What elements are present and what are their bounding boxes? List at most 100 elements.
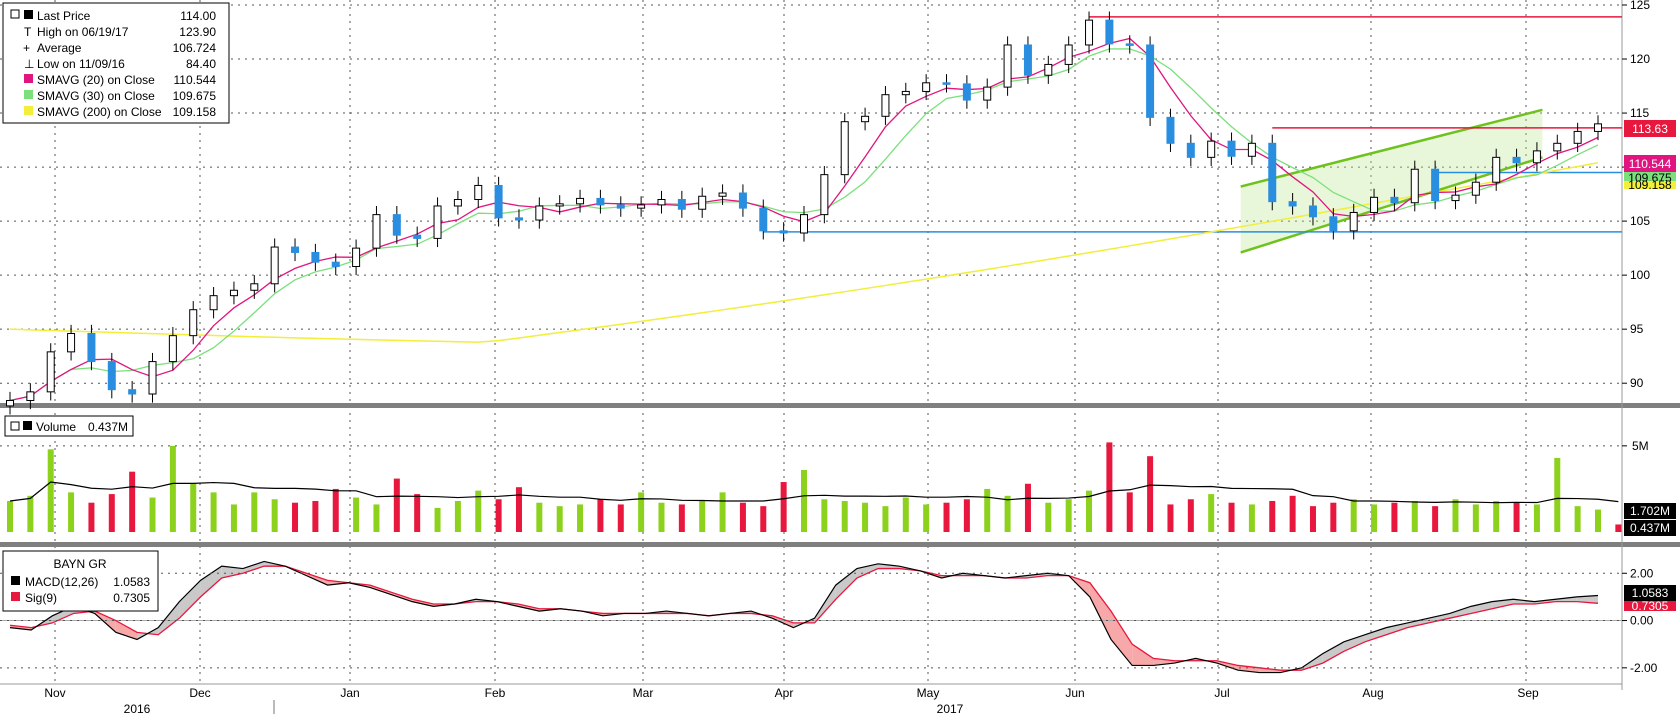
candle-body-10 xyxy=(209,295,218,311)
volume-bar-20 xyxy=(414,494,421,532)
candle-body-75 xyxy=(1532,150,1541,164)
macd-hist-fill-51 xyxy=(1089,582,1112,640)
candle-body-2 xyxy=(46,351,55,393)
volume-bar-35 xyxy=(719,492,726,532)
macd-hist-fill-10 xyxy=(221,566,243,578)
volume-y-axis: 5M xyxy=(0,439,1649,453)
volume-bar-76 xyxy=(1554,457,1561,532)
candle-body-69 xyxy=(1410,168,1419,204)
price-tick-label-5: 115 xyxy=(1630,106,1649,120)
volume-bar-9 xyxy=(190,483,197,532)
candle-body-66 xyxy=(1349,211,1358,232)
candle-body-50 xyxy=(1023,44,1032,76)
volume-bar-50 xyxy=(1024,483,1031,532)
macd-hist-fill-3 xyxy=(73,606,95,614)
volume-bar-65 xyxy=(1330,502,1337,532)
sma30-swatch xyxy=(24,90,33,99)
x-month-label-0: Nov xyxy=(44,686,65,700)
volume-bar-44 xyxy=(902,497,909,532)
macd-line xyxy=(9,560,1599,674)
macd-hist-fill-38 xyxy=(814,585,836,623)
volume-bar-22 xyxy=(454,500,461,532)
volume-collapse-icon[interactable] xyxy=(10,421,20,431)
volume-bar-46 xyxy=(943,502,950,532)
panel-separator-price xyxy=(0,403,1680,408)
macd-legend-label: MACD(12,26) xyxy=(25,575,98,589)
price-tick-label-2: 100 xyxy=(1630,268,1650,282)
macd-hist-fill-11 xyxy=(242,561,265,574)
candle-body-44 xyxy=(901,90,910,96)
volume-bar-52 xyxy=(1065,499,1072,532)
grid xyxy=(0,0,1622,684)
volume-bar-72 xyxy=(1472,504,1479,532)
volume-bar-42 xyxy=(862,502,869,532)
macd-legend-value: 1.0583 xyxy=(113,575,150,589)
legend-low-value: 84.40 xyxy=(186,57,216,71)
candle-body-36 xyxy=(738,192,747,209)
candle-body-28 xyxy=(576,197,585,205)
volume-bar-25 xyxy=(515,487,522,532)
volume-bar-57 xyxy=(1167,504,1174,532)
candle-body-68 xyxy=(1390,196,1399,204)
x-month-label-10: Sep xyxy=(1517,686,1539,700)
candle-body-63 xyxy=(1288,201,1297,207)
candle-body-77 xyxy=(1573,130,1582,144)
sig-legend-label: Sig(9) xyxy=(25,591,57,605)
candle-body-62 xyxy=(1268,142,1277,203)
x-month-label-8: Jul xyxy=(1214,686,1229,700)
volume-bar-5 xyxy=(108,494,115,532)
tag-sig-bg xyxy=(1624,601,1676,611)
price-tick-label-7: 125 xyxy=(1630,0,1650,12)
volume-bar-27 xyxy=(556,506,563,532)
volume-bar-40 xyxy=(821,499,828,532)
candle-body-54 xyxy=(1105,19,1114,45)
candle-body-76 xyxy=(1553,142,1562,152)
tag-sma20-bg xyxy=(1624,155,1676,172)
candle-body-1 xyxy=(26,391,35,401)
x-month-label-5: Apr xyxy=(775,686,794,700)
volume-bar-3 xyxy=(68,492,75,532)
volume-bar-7 xyxy=(149,497,156,532)
panel-separator-volume xyxy=(0,542,1680,547)
candle-body-53 xyxy=(1085,19,1094,46)
volume-bar-63 xyxy=(1289,495,1296,532)
candle-body-39 xyxy=(800,214,808,234)
candle-body-14 xyxy=(291,246,300,253)
collapse-icon[interactable] xyxy=(10,9,20,19)
candle-body-34 xyxy=(698,195,707,210)
legend-sma200-label: SMAVG (200) on Close xyxy=(37,105,162,119)
candle-body-4 xyxy=(87,332,96,363)
tag-last-bg xyxy=(1624,120,1676,137)
candle-body-74 xyxy=(1512,156,1521,164)
legend-sma20-value: 110.544 xyxy=(174,73,217,87)
x-month-label-9: Aug xyxy=(1362,686,1383,700)
candle-body-70 xyxy=(1431,168,1440,202)
candle-body-60 xyxy=(1227,140,1236,157)
candle-body-31 xyxy=(637,204,646,209)
candle-body-52 xyxy=(1064,44,1073,65)
candle-body-45 xyxy=(922,82,931,92)
candle-body-3 xyxy=(67,332,76,353)
candle-body-64 xyxy=(1308,205,1317,218)
candle-body-49 xyxy=(1003,44,1012,88)
volume-bar-55 xyxy=(1126,492,1133,532)
candle-body-51 xyxy=(1044,63,1053,76)
candle-body-65 xyxy=(1329,216,1338,232)
price-tick-label-6: 120 xyxy=(1630,52,1650,66)
candle-body-58 xyxy=(1186,142,1195,158)
volume-avg-line xyxy=(9,481,1619,504)
volume-bar-74 xyxy=(1513,502,1520,532)
volume-bar-70 xyxy=(1432,506,1439,532)
volume-bar-13 xyxy=(271,499,278,532)
candle-body-32 xyxy=(657,199,666,206)
x-year-label-2017: 2017 xyxy=(937,702,964,716)
volume-bar-49 xyxy=(1004,495,1011,532)
volume-bar-18 xyxy=(373,504,380,532)
candle-body-67 xyxy=(1370,196,1379,213)
candle-body-43 xyxy=(881,94,890,117)
volume-bar-28 xyxy=(577,504,584,532)
price-tick-label-3: 105 xyxy=(1630,214,1650,228)
macd-hist-fill-69 xyxy=(1470,601,1493,614)
candle-body-17 xyxy=(352,247,361,267)
